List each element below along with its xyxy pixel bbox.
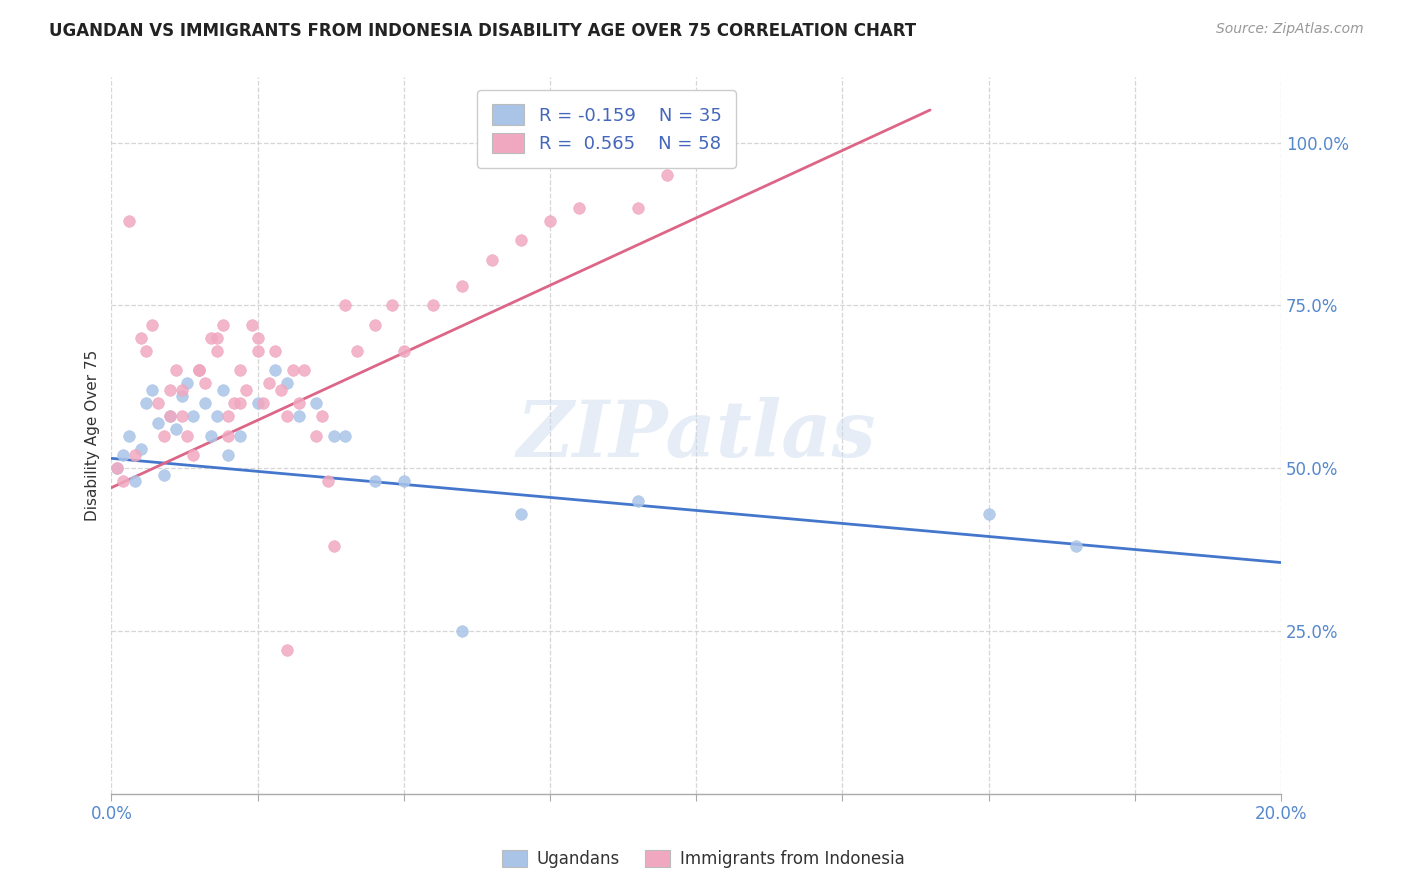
Point: [259, 376, 281, 391]
Point: [141, 318, 163, 332]
Point: [118, 428, 141, 442]
Point: [422, 298, 444, 312]
Point: [135, 396, 157, 410]
Point: [392, 474, 415, 488]
Point: [194, 376, 217, 391]
Point: [188, 363, 211, 377]
Point: [246, 396, 269, 410]
Point: [170, 389, 193, 403]
Y-axis label: Disability Age Over 75: Disability Age Over 75: [86, 350, 100, 521]
Point: [148, 396, 170, 410]
Point: [217, 428, 239, 442]
Point: [124, 448, 146, 462]
Point: [322, 539, 344, 553]
Point: [363, 474, 385, 488]
Point: [188, 363, 211, 377]
Point: [451, 278, 474, 293]
Point: [381, 298, 404, 312]
Point: [311, 409, 333, 423]
Point: [322, 428, 344, 442]
Point: [153, 428, 176, 442]
Point: [141, 383, 163, 397]
Point: [224, 396, 246, 410]
Point: [181, 409, 204, 423]
Point: [346, 343, 368, 358]
Point: [481, 252, 503, 267]
Point: [217, 409, 239, 423]
Point: [159, 409, 181, 423]
Point: [165, 422, 187, 436]
Point: [363, 318, 385, 332]
Point: [211, 383, 233, 397]
Point: [235, 383, 257, 397]
Point: [655, 168, 678, 182]
Point: [165, 363, 187, 377]
Point: [170, 383, 193, 397]
Point: [205, 343, 228, 358]
Point: [205, 409, 228, 423]
Point: [451, 624, 474, 638]
Point: [335, 298, 357, 312]
Point: [148, 416, 170, 430]
Point: [392, 343, 415, 358]
Text: UGANDAN VS IMMIGRANTS FROM INDONESIA DISABILITY AGE OVER 75 CORRELATION CHART: UGANDAN VS IMMIGRANTS FROM INDONESIA DIS…: [49, 22, 917, 40]
Point: [276, 643, 298, 657]
Point: [181, 448, 204, 462]
Text: ZIPatlas: ZIPatlas: [516, 397, 876, 474]
Point: [229, 428, 252, 442]
Point: [217, 448, 239, 462]
Point: [538, 213, 561, 227]
Point: [568, 201, 591, 215]
Point: [112, 448, 135, 462]
Point: [281, 363, 304, 377]
Point: [159, 409, 181, 423]
Point: [105, 461, 128, 475]
Point: [977, 507, 1000, 521]
Point: [509, 507, 531, 521]
Point: [246, 331, 269, 345]
Point: [287, 396, 309, 410]
Point: [292, 363, 315, 377]
Point: [276, 409, 298, 423]
Point: [105, 461, 128, 475]
Point: [316, 474, 339, 488]
Point: [1064, 539, 1087, 553]
Point: [205, 331, 228, 345]
Point: [159, 383, 181, 397]
Point: [305, 428, 328, 442]
Point: [129, 331, 152, 345]
Point: [129, 442, 152, 456]
Text: Source: ZipAtlas.com: Source: ZipAtlas.com: [1216, 22, 1364, 37]
Point: [153, 467, 176, 482]
Point: [112, 474, 135, 488]
Point: [135, 343, 157, 358]
Point: [176, 428, 198, 442]
Point: [335, 428, 357, 442]
Point: [287, 409, 309, 423]
Point: [118, 213, 141, 227]
Point: [509, 233, 531, 247]
Point: [305, 396, 328, 410]
Point: [194, 396, 217, 410]
Point: [240, 318, 263, 332]
Point: [627, 201, 650, 215]
Point: [264, 343, 287, 358]
Point: [124, 474, 146, 488]
Point: [264, 363, 287, 377]
Point: [188, 363, 211, 377]
Point: [229, 363, 252, 377]
Point: [211, 318, 233, 332]
Legend: R = -0.159    N = 35, R =  0.565    N = 58: R = -0.159 N = 35, R = 0.565 N = 58: [477, 90, 735, 168]
Legend: Ugandans, Immigrants from Indonesia: Ugandans, Immigrants from Indonesia: [495, 843, 911, 875]
Point: [170, 409, 193, 423]
Point: [200, 428, 222, 442]
Point: [200, 331, 222, 345]
Point: [246, 343, 269, 358]
Point: [276, 376, 298, 391]
Point: [627, 493, 650, 508]
Point: [252, 396, 274, 410]
Point: [229, 396, 252, 410]
Point: [176, 376, 198, 391]
Point: [270, 383, 292, 397]
